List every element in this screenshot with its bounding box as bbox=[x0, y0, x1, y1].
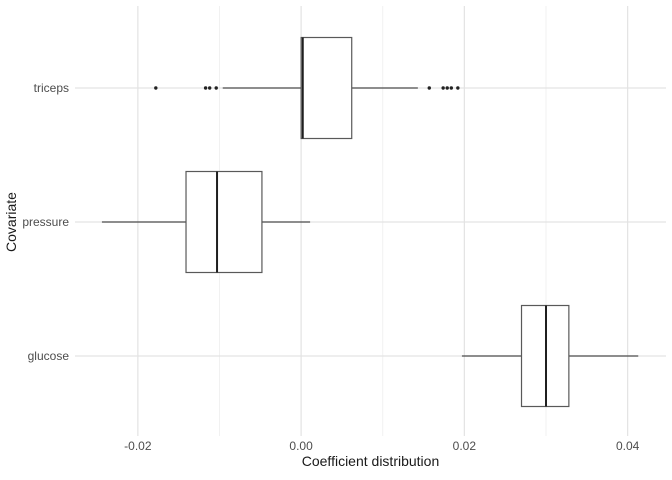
y-category-label-pressure: pressure bbox=[22, 215, 69, 229]
plot-panel bbox=[75, 6, 666, 436]
outlier-point bbox=[445, 86, 449, 90]
boxplot-triceps bbox=[154, 36, 460, 140]
outlier-point bbox=[214, 86, 218, 90]
outlier-point bbox=[427, 86, 431, 90]
box-iqr bbox=[185, 170, 263, 274]
outlier-point bbox=[441, 86, 445, 90]
boxplot-pressure bbox=[101, 170, 311, 274]
y-category-label-glucose: glucose bbox=[27, 349, 69, 363]
x-tick-label: 0.04 bbox=[615, 439, 640, 453]
outlier-point bbox=[449, 86, 454, 90]
outlier-point bbox=[207, 86, 212, 90]
box-iqr bbox=[300, 36, 353, 140]
outlier-point bbox=[203, 86, 208, 90]
y-category-label-triceps: triceps bbox=[33, 81, 69, 95]
outlier-point bbox=[456, 86, 460, 90]
x-tick-label: 0.02 bbox=[452, 439, 477, 453]
x-tick-label: 0.00 bbox=[289, 439, 313, 453]
boxplot-glucose bbox=[461, 304, 639, 408]
outlier-point bbox=[154, 86, 158, 90]
x-axis-title: Coefficient distribution bbox=[301, 453, 440, 469]
x-tick-label: -0.02 bbox=[124, 439, 152, 453]
